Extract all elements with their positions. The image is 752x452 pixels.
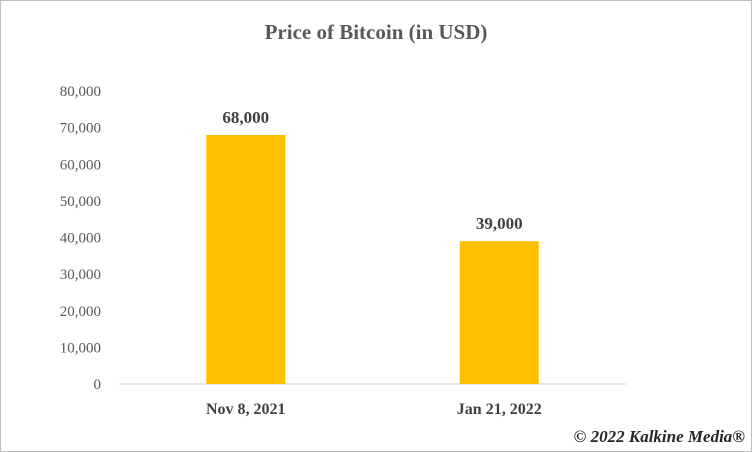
y-tick-label: 70,000	[60, 121, 101, 137]
x-axis-labels: Nov 8, 2021 Jan 21, 2022	[206, 401, 542, 418]
watermark: © 2022 Kalkine Media®	[573, 427, 745, 446]
y-tick-label: 80,000	[60, 84, 101, 100]
chart-title: Price of Bitcoin (in USD)	[265, 20, 488, 44]
bars	[206, 134, 539, 384]
data-labels: 68,000 39,000	[222, 108, 522, 233]
x-category-label: Jan 21, 2022	[457, 401, 542, 418]
y-tick-label: 20,000	[60, 304, 101, 320]
data-label: 68,000	[222, 108, 269, 127]
data-label: 39,000	[476, 214, 523, 233]
x-category-label: Nov 8, 2021	[206, 401, 286, 418]
y-tick-label: 30,000	[60, 267, 101, 283]
y-tick-label: 10,000	[60, 340, 101, 356]
bar	[206, 134, 286, 384]
y-tick-label: 60,000	[60, 157, 101, 173]
y-tick-label: 50,000	[60, 194, 101, 210]
y-tick-label: 0	[94, 377, 102, 393]
y-tick-label: 40,000	[60, 231, 101, 247]
y-axis-ticks: 0 10,000 20,000 30,000 40,000 50,000 60,000 70,…	[60, 84, 101, 393]
bar	[459, 241, 539, 384]
